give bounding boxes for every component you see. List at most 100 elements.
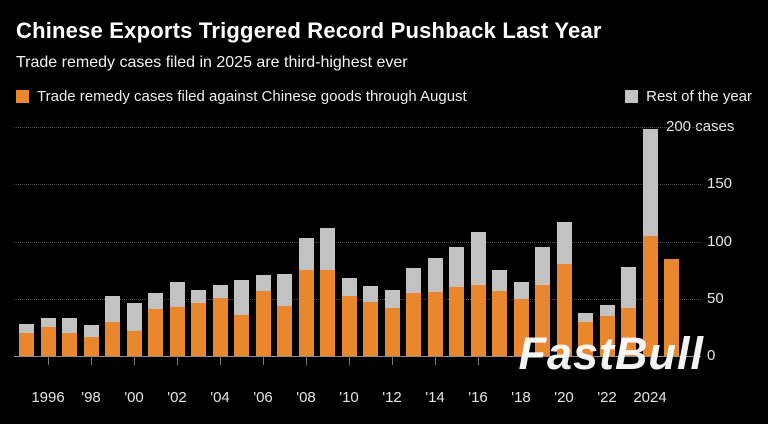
bar-2008-rest-of-year bbox=[298, 238, 314, 271]
bar-2005-rest-of-year bbox=[234, 280, 249, 315]
bar-2024-through-august bbox=[642, 235, 658, 356]
bar-1995-rest-of-year bbox=[19, 323, 34, 334]
bar-2016-rest-of-year bbox=[470, 232, 486, 286]
bar-1996-through-august bbox=[40, 327, 56, 356]
x-axis-tick-2008 bbox=[306, 356, 307, 365]
bar-2012-through-august bbox=[384, 307, 400, 356]
bar-2013-rest-of-year bbox=[406, 267, 421, 294]
bar-1997-through-august bbox=[62, 333, 77, 356]
x-axis-tick-2024 bbox=[650, 356, 651, 365]
bar-2023-through-august bbox=[621, 307, 636, 356]
bar-2006-through-august bbox=[255, 290, 271, 356]
bar-1998-rest-of-year bbox=[83, 325, 99, 337]
legend-label-through-august: Trade remedy cases filed against Chinese… bbox=[37, 88, 467, 105]
x-axis-label-2014: '14 bbox=[425, 389, 445, 406]
bar-1999-through-august bbox=[105, 321, 120, 356]
bar-2022-through-august bbox=[599, 315, 615, 356]
y-axis-label-150: 150 bbox=[707, 175, 733, 193]
legend: Trade remedy cases filed against Chinese… bbox=[16, 88, 752, 105]
x-axis-tick-2004 bbox=[220, 356, 221, 365]
bar-2017-rest-of-year bbox=[492, 270, 507, 291]
bar-2021-through-august bbox=[578, 321, 593, 356]
bar-2020-through-august bbox=[556, 264, 572, 356]
x-axis-label-2008: '08 bbox=[296, 389, 316, 406]
x-axis-tick-2020 bbox=[564, 356, 565, 365]
bar-2010-rest-of-year bbox=[341, 278, 357, 297]
x-axis-label-2002: '02 bbox=[167, 389, 187, 406]
bar-2009-rest-of-year bbox=[320, 227, 335, 271]
x-axis-tick-2002 bbox=[177, 356, 178, 365]
gridline-200 bbox=[14, 127, 701, 128]
bar-2016-through-august bbox=[470, 285, 486, 356]
x-axis-tick-2014 bbox=[435, 356, 436, 365]
bar-2011-rest-of-year bbox=[363, 286, 378, 303]
bar-2015-rest-of-year bbox=[449, 247, 464, 288]
x-axis-label-2006: '06 bbox=[253, 389, 273, 406]
bar-2020-rest-of-year bbox=[556, 222, 572, 265]
bar-2019-rest-of-year bbox=[535, 247, 550, 286]
x-axis-tick-2012 bbox=[392, 356, 393, 365]
y-axis-top-label: 200 cases bbox=[666, 118, 735, 135]
bar-2014-rest-of-year bbox=[427, 257, 443, 292]
x-axis-label-2012: '12 bbox=[382, 389, 402, 406]
x-axis-label-2016: '16 bbox=[468, 389, 488, 406]
legend-item-rest-of-year: Rest of the year bbox=[625, 88, 752, 105]
x-axis-tick-2016 bbox=[478, 356, 479, 365]
x-axis-label-2024: 2024 bbox=[633, 389, 667, 406]
x-axis-label-2018: '18 bbox=[511, 389, 531, 406]
bar-2011-through-august bbox=[363, 302, 378, 356]
watermark: FastBull bbox=[518, 328, 704, 379]
bar-2000-through-august bbox=[126, 330, 142, 356]
bar-2019-through-august bbox=[535, 285, 550, 356]
bar-2001-through-august bbox=[148, 309, 163, 356]
bar-2017-through-august bbox=[492, 290, 507, 356]
bar-2021-rest-of-year bbox=[578, 312, 593, 322]
bar-1999-rest-of-year bbox=[105, 296, 120, 322]
y-axis-label-100: 100 bbox=[707, 232, 733, 250]
gridline-100 bbox=[14, 241, 701, 243]
bar-2024-rest-of-year bbox=[642, 129, 658, 236]
bar-2004-through-august bbox=[212, 297, 228, 356]
bar-2002-rest-of-year bbox=[169, 281, 185, 307]
x-axis-label-2022: '22 bbox=[597, 389, 617, 406]
chart-subtitle: Trade remedy cases filed in 2025 are thi… bbox=[16, 54, 408, 71]
bar-2008-through-august bbox=[298, 270, 314, 356]
x-axis-label-2020: '20 bbox=[554, 389, 574, 406]
bar-2012-rest-of-year bbox=[384, 289, 400, 308]
bar-2003-rest-of-year bbox=[191, 289, 206, 304]
bar-2018-rest-of-year bbox=[513, 281, 529, 299]
bar-2002-through-august bbox=[169, 306, 185, 356]
bar-2015-through-august bbox=[449, 287, 464, 356]
plot-area: 1996 '98 '00 '02 '04 '06 '08 '10 '12 '14 '16 '18 '20… bbox=[14, 127, 701, 406]
gridline-150 bbox=[14, 184, 701, 186]
bar-2018-through-august bbox=[513, 298, 529, 356]
legend-label-rest-of-year: Rest of the year bbox=[646, 88, 752, 105]
gridline-0 bbox=[14, 356, 701, 357]
bar-2009-through-august bbox=[320, 270, 335, 356]
bar-2023-rest-of-year bbox=[621, 266, 636, 308]
bar-2005-through-august bbox=[234, 314, 249, 356]
chart-title: Chinese Exports Triggered Record Pushbac… bbox=[16, 18, 602, 43]
x-axis-label-2010: '10 bbox=[339, 389, 359, 406]
y-axis-label-0: 0 bbox=[707, 347, 716, 364]
bar-2022-rest-of-year bbox=[599, 304, 615, 316]
x-axis-label-1998: '98 bbox=[81, 389, 101, 406]
bar-1996-rest-of-year bbox=[40, 318, 56, 328]
gridline-50 bbox=[14, 298, 701, 300]
x-axis-label-2004: '04 bbox=[210, 389, 230, 406]
x-axis-tick-1996 bbox=[48, 356, 49, 365]
x-axis-tick-2018 bbox=[521, 356, 522, 365]
bar-2000-rest-of-year bbox=[126, 303, 142, 331]
x-axis-tick-1998 bbox=[91, 356, 92, 365]
bar-1995-through-august bbox=[19, 333, 34, 356]
bar-2014-through-august bbox=[427, 291, 443, 356]
x-axis-label-1996: 1996 bbox=[31, 389, 65, 406]
bar-2004-rest-of-year bbox=[212, 285, 228, 298]
x-axis-tick-2006 bbox=[263, 356, 264, 365]
bar-1998-through-august bbox=[83, 336, 99, 356]
bar-2013-through-august bbox=[406, 293, 421, 356]
legend-item-through-august: Trade remedy cases filed against Chinese… bbox=[16, 88, 467, 105]
orange-swatch bbox=[16, 90, 29, 103]
x-axis-tick-2010 bbox=[349, 356, 350, 365]
bar-2007-rest-of-year bbox=[277, 273, 292, 306]
